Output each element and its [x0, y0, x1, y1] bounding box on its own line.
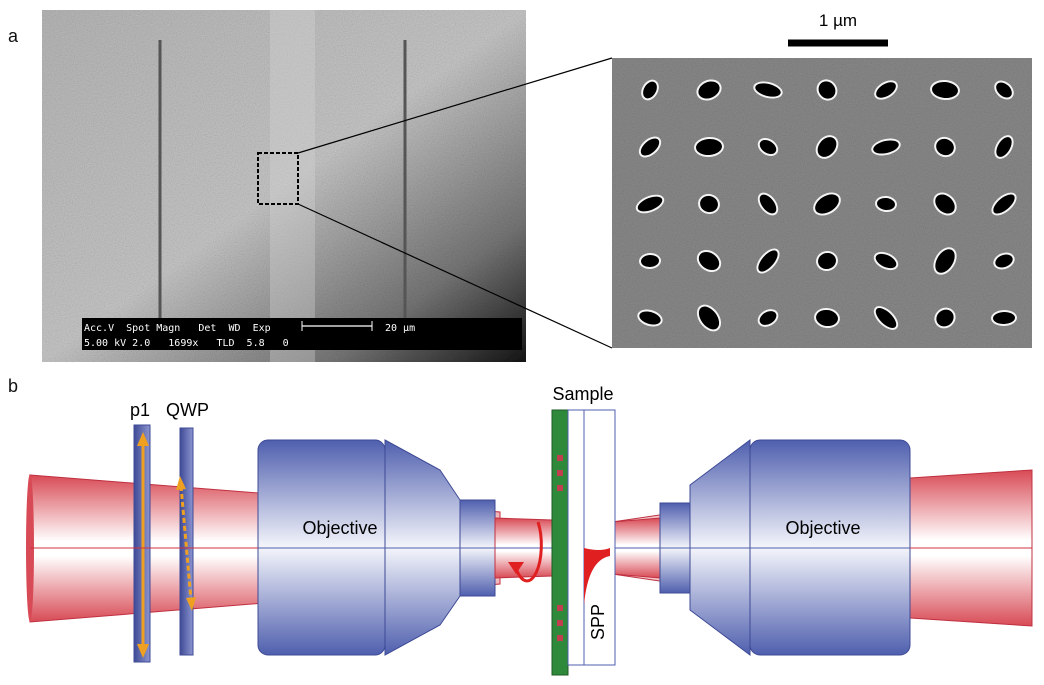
objective-label: Objective — [302, 518, 377, 538]
panel-label: b — [8, 376, 18, 396]
sem-inset — [612, 58, 1032, 348]
sem-info-values: 5.00 kV 2.0 1699x TLD 5.8 0 — [84, 338, 289, 349]
figure: a Acc.V Spot Magn Det WD Exp 5.00 kV 2.0… — [0, 0, 1044, 685]
panel-label: a — [8, 26, 19, 46]
objective-label: Objective — [785, 518, 860, 538]
qwp-plate — [180, 428, 193, 655]
sem-scale-label: 20 µm — [385, 323, 415, 334]
sem-band — [270, 10, 315, 362]
sample-label: Sample — [552, 384, 613, 404]
setup — [26, 410, 1032, 675]
p1-label: p1 — [130, 400, 150, 420]
inset-scale-label: 1 µm — [819, 11, 857, 30]
spp-label: SPP — [588, 604, 608, 640]
sem-info-header: Acc.V Spot Magn Det WD Exp — [84, 323, 271, 334]
qwp-label: QWP — [166, 400, 209, 420]
sem-image: Acc.V Spot Magn Det WD Exp 5.00 kV 2.0 1… — [42, 10, 526, 362]
